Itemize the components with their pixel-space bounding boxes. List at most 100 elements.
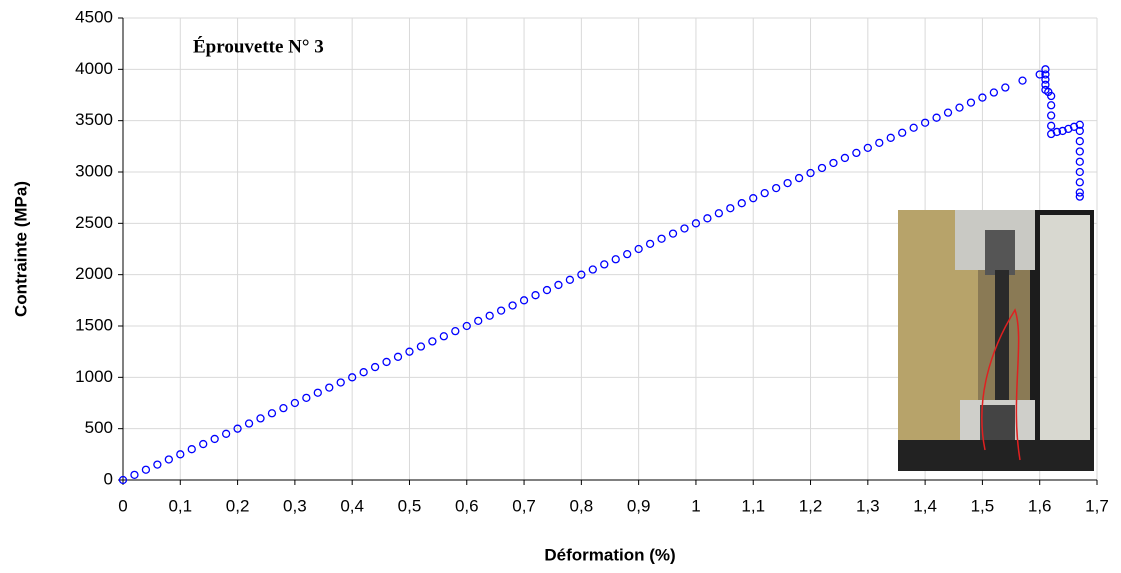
y-tick-label: 3000 <box>75 161 113 180</box>
data-point <box>680 224 689 233</box>
x-tick-label: 0,8 <box>570 496 594 515</box>
x-tick-label: 0,9 <box>627 496 651 515</box>
data-point <box>359 368 368 377</box>
data-point <box>760 188 769 198</box>
data-point <box>565 275 575 284</box>
data-point <box>920 118 930 127</box>
data-point <box>439 332 448 341</box>
data-point <box>1018 76 1027 85</box>
y-tick-label: 1500 <box>75 315 113 334</box>
data-point <box>909 123 918 132</box>
y-tick-label: 4000 <box>75 59 113 78</box>
data-point <box>611 255 620 264</box>
data-point <box>1041 80 1050 89</box>
data-point <box>966 98 976 107</box>
data-point <box>1001 83 1010 92</box>
x-tick-label: 1,5 <box>971 496 995 515</box>
x-tick-label: 1 <box>691 496 700 515</box>
data-point <box>542 285 552 295</box>
data-point <box>1047 121 1056 130</box>
data-point <box>118 475 128 485</box>
data-point <box>1075 120 1084 129</box>
data-point <box>1075 167 1084 177</box>
data-point <box>508 301 517 310</box>
data-point <box>657 234 666 243</box>
data-point <box>462 321 471 331</box>
x-tick-label: 1,4 <box>913 496 937 515</box>
x-tick-label: 0,5 <box>398 496 422 515</box>
data-point <box>943 108 953 117</box>
data-point <box>863 143 872 153</box>
data-point <box>634 244 643 254</box>
data-point <box>164 455 173 464</box>
data-point <box>336 378 345 387</box>
data-point <box>221 429 231 438</box>
data-point <box>256 414 265 423</box>
x-tick-label: 0,7 <box>512 496 536 515</box>
data-point <box>829 158 838 168</box>
data-point <box>554 280 563 290</box>
data-point <box>1075 178 1084 187</box>
data-point <box>1047 101 1056 110</box>
data-point <box>474 316 483 326</box>
data-point <box>794 173 804 183</box>
data-point <box>932 113 941 122</box>
data-point <box>348 373 357 382</box>
data-point <box>244 419 254 428</box>
data-point <box>806 168 815 178</box>
data-point <box>141 465 151 474</box>
x-axis-title: Déformation (%) <box>544 545 675 564</box>
data-point <box>187 445 196 454</box>
data-point <box>714 209 724 218</box>
data-point <box>955 103 964 112</box>
data-point <box>852 148 861 158</box>
data-point <box>199 439 208 449</box>
data-point <box>290 398 300 408</box>
data-point <box>588 265 597 274</box>
data-point <box>737 199 746 208</box>
data-point <box>428 337 437 346</box>
x-tick-label: 0 <box>118 496 127 515</box>
data-point <box>978 93 987 102</box>
data-point <box>668 229 678 238</box>
data-point <box>416 342 426 351</box>
data-point <box>1075 157 1084 166</box>
y-tick-label: 0 <box>104 469 113 488</box>
data-point <box>382 357 391 367</box>
data-point <box>405 347 414 356</box>
data-point <box>519 296 529 305</box>
data-point <box>1035 70 1044 79</box>
data-point <box>645 239 655 249</box>
y-tick-label: 3500 <box>75 110 113 129</box>
data-point <box>840 153 850 163</box>
y-tick-label: 500 <box>85 418 113 437</box>
data-point <box>691 219 701 228</box>
data-point <box>600 260 609 269</box>
y-tick-label: 4500 <box>75 7 113 26</box>
x-tick-label: 0,1 <box>168 496 192 515</box>
data-point <box>875 138 884 147</box>
x-tick-label: 1,7 <box>1085 496 1109 515</box>
data-point <box>886 133 895 142</box>
data-point <box>623 249 632 259</box>
data-point <box>772 183 781 193</box>
annotation: Éprouvette N° 3 <box>193 35 324 57</box>
data-point <box>898 128 907 137</box>
data-point <box>325 383 334 392</box>
data-point <box>496 306 506 315</box>
x-tick-label: 0,2 <box>226 496 250 515</box>
data-point <box>393 352 403 361</box>
data-point <box>783 178 792 188</box>
data-point <box>313 388 322 397</box>
data-point <box>267 409 277 418</box>
data-point <box>1075 192 1084 201</box>
x-tick-label: 1,2 <box>799 496 823 515</box>
data-point <box>1075 147 1084 156</box>
data-point <box>370 362 380 372</box>
data-point <box>577 270 586 279</box>
y-tick-label: 2000 <box>75 264 113 283</box>
data-point <box>485 311 494 320</box>
data-point <box>703 214 712 223</box>
